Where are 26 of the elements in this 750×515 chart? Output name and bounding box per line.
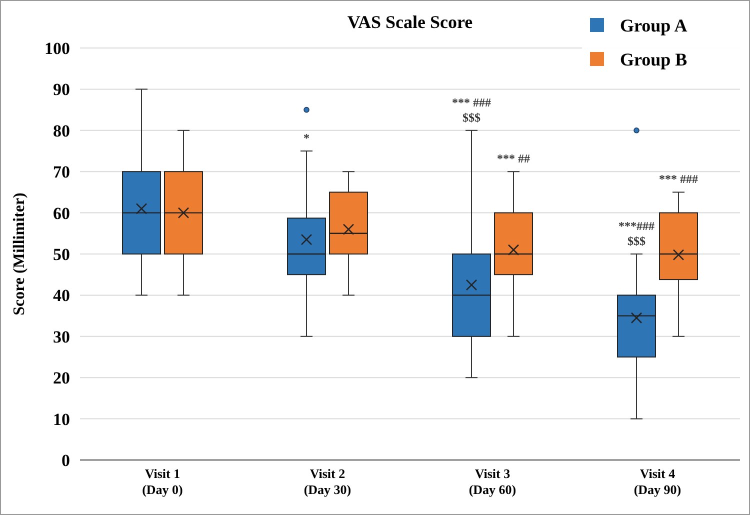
annotation: $$$ — [628, 234, 646, 248]
y-tick-label: 70 — [53, 162, 70, 182]
x-tick-label: Visit 1 (Day 0) — [142, 466, 183, 497]
y-tick-label: 10 — [53, 410, 70, 429]
y-tick-label: 50 — [53, 244, 70, 264]
annotation: * — [304, 131, 310, 145]
x-tick-label: Visit 4 (Day 90) — [634, 466, 682, 497]
annotation: ***### — [618, 219, 654, 233]
y-tick-label: 20 — [53, 368, 70, 388]
annotation: *** ### — [659, 172, 698, 186]
y-tick-label: 40 — [53, 286, 70, 306]
y-tick-label: 80 — [53, 121, 70, 140]
y-tick-label: 30 — [53, 327, 70, 346]
legend-label: Group B — [620, 49, 688, 70]
legend-label: Group A — [620, 15, 688, 36]
annotation: *** ### — [452, 95, 491, 110]
y-tick-label: 90 — [53, 80, 70, 100]
x-tick-label: Visit 2 (Day 30) — [304, 466, 352, 497]
annotation: $$$ — [462, 110, 480, 124]
chart-title: VAS Scale Score — [347, 12, 473, 32]
x-tick-label: Visit 3 (Day 60) — [468, 466, 516, 497]
y-tick-label: 60 — [53, 204, 70, 223]
annotation: *** ## — [497, 152, 530, 166]
y-tick-label: 0 — [62, 450, 70, 470]
y-tick-label: 100 — [44, 38, 70, 58]
y-axis-title: Score (Millimiter) — [11, 192, 28, 316]
